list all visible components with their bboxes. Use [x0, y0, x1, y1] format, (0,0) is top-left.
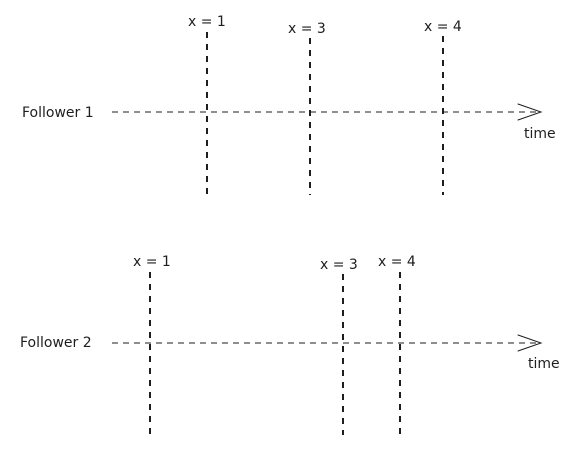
event-marker: x = 4: [424, 19, 462, 195]
event-label: x = 3: [320, 257, 358, 273]
event-marker: x = 1: [133, 254, 171, 435]
event-label: x = 1: [133, 254, 171, 270]
event-marker: x = 3: [320, 257, 358, 435]
time-axis-label: time: [528, 356, 560, 372]
event-label: x = 4: [424, 19, 462, 35]
event-label: x = 1: [188, 14, 226, 30]
timeline-follower-1: Follower 1 time x = 1 x = 3 x = 4: [22, 14, 556, 195]
event-label: x = 3: [288, 21, 326, 37]
time-axis-label: time: [524, 126, 556, 142]
event-marker: x = 4: [378, 254, 416, 435]
time-axis-arrowhead: [517, 103, 543, 121]
event-label: x = 4: [378, 254, 416, 270]
event-marker: x = 1: [188, 14, 226, 195]
timeline-follower-2: Follower 2 time x = 1 x = 3 x = 4: [20, 254, 560, 435]
time-axis-arrowhead: [517, 334, 543, 352]
timeline-label: Follower 2: [20, 335, 92, 351]
timeline-label: Follower 1: [22, 105, 94, 121]
event-marker: x = 3: [288, 21, 326, 195]
